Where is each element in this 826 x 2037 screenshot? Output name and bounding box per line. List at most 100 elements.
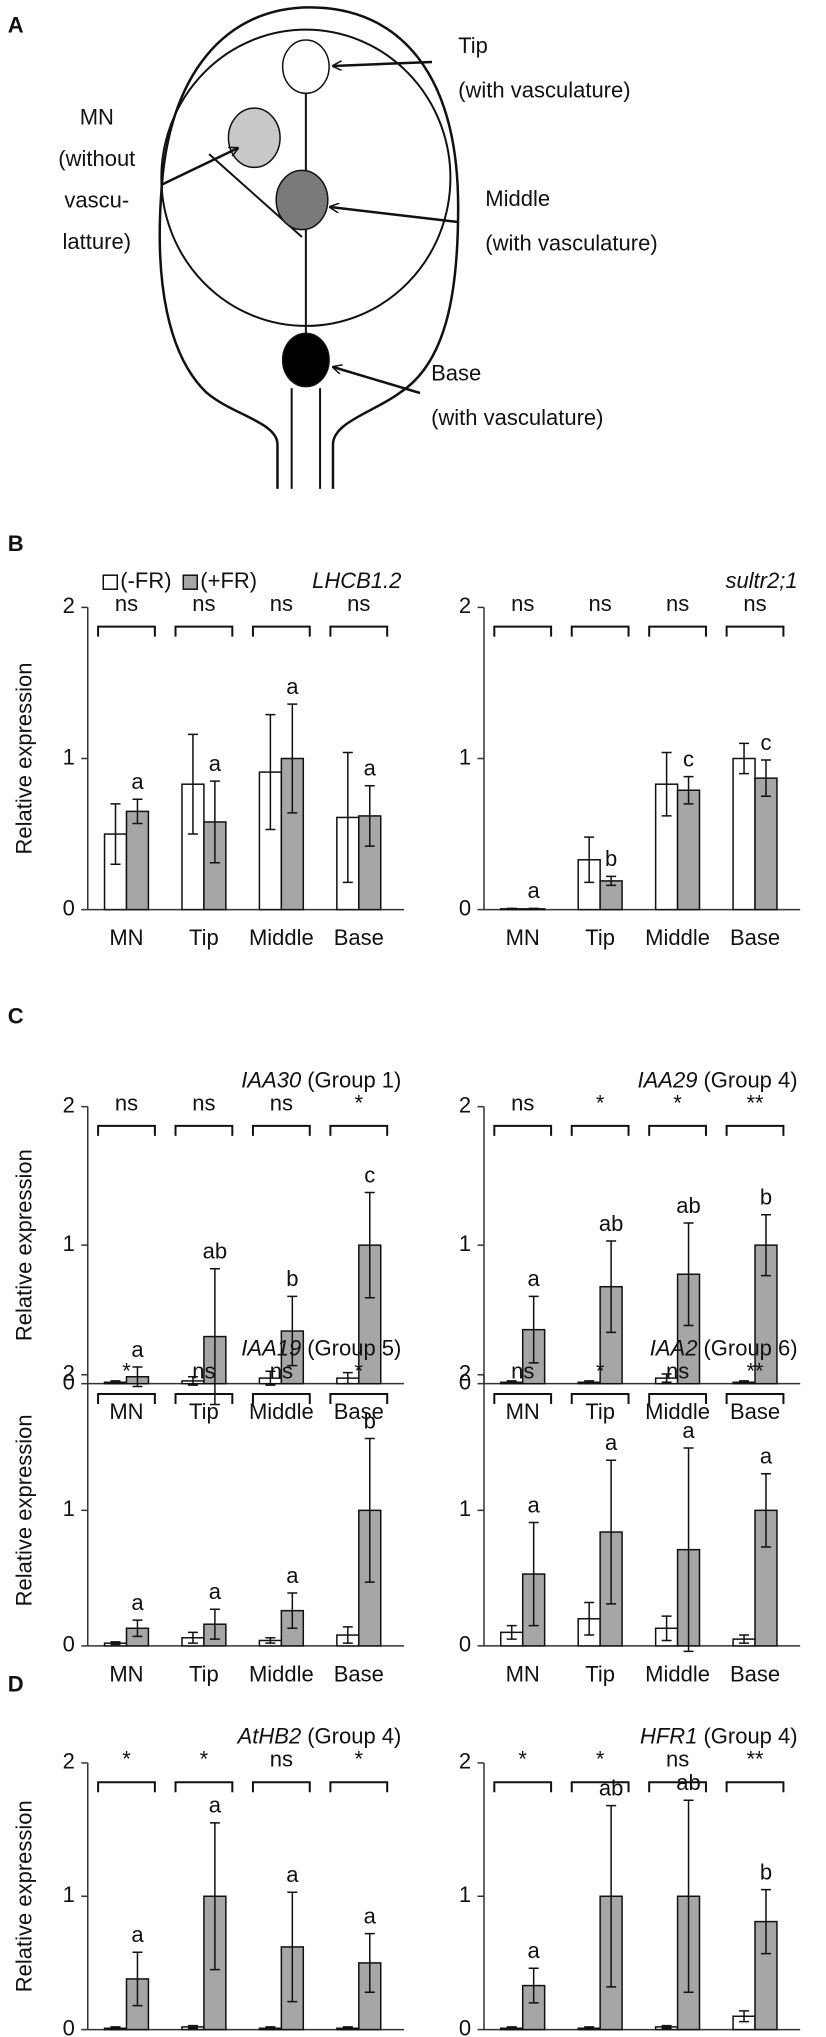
significance-label: * [200,1747,209,1772]
significance-bracket [725,1124,785,1136]
x-tick-label: Base [730,1661,780,1686]
error-bar [606,1240,617,1334]
x-tick-label: Middle [645,925,710,950]
error-bar [528,1967,539,2004]
significance-label: ns [270,1090,293,1115]
significance-label: ns [270,1747,293,1772]
error-bar [739,1634,750,1644]
significance-label: * [596,1747,605,1772]
significance-label: ns [511,1090,534,1115]
bar [754,777,778,911]
y-axis-label: Relative expression [12,1149,37,1341]
significance-bracket [97,1124,156,1136]
error-bar [209,1608,220,1640]
error-bar [584,1380,595,1385]
error-bar [661,1373,672,1384]
x-tick-label: MN [506,1661,540,1686]
significance-label: ns [511,1359,534,1384]
error-bar [606,875,617,887]
gene-name: IAA29 [638,1067,698,1092]
y-axis-label: Relative expression [12,1800,37,1992]
error-bar [683,775,694,805]
x-tick-label: Middle [249,1399,314,1424]
error-bar [287,1891,298,2003]
error-bar [606,1459,617,1605]
error-bar [110,2026,121,2031]
error-bar [506,907,517,911]
significance-label: * [596,1090,605,1115]
diagram-label: Tip [458,33,488,58]
significance-label: ns [511,591,534,616]
y-tick-label: 2 [459,1749,471,1774]
y-tick-label: 2 [459,1361,471,1386]
bar [676,789,701,911]
x-tick-label: MN [109,1661,143,1686]
significance-label: ns [192,1090,215,1115]
bar-chart: 0 1 2 Relative expression IAA30 (Group 1) MN ns… [12,1067,404,1424]
error-bar [584,2026,595,2031]
significance-label: * [596,1359,605,1384]
panel-label: C [8,1004,24,1029]
x-tick-label: MN [506,925,540,950]
error-bar [187,2024,198,2030]
diagram-label: MN [80,104,114,129]
y-tick-label: 1 [63,1882,75,1907]
y-tick-label: 0 [63,1369,75,1394]
error-bar [187,733,198,835]
y-tick-label: 0 [63,1632,75,1657]
chart-title: AtHB2 (Group 4) [236,1724,402,1749]
significance-bracket [570,1393,630,1405]
significance-label: ns [270,591,293,616]
arrow [333,367,421,395]
chart-title: IAA2 (Group 6) [650,1335,798,1360]
y-tick-label: 0 [459,1632,471,1657]
gene-name: IAA2 [650,1335,698,1360]
group-letter: a [286,674,299,699]
error-bar [209,1822,220,1971]
error-bar [683,1799,694,1994]
significance-bracket [570,1781,630,1793]
significance-bracket [329,1124,389,1136]
gene-name: LHCB1.2 [312,568,401,593]
error-bar [287,1592,298,1630]
x-tick-label: Base [730,925,780,950]
significance-bracket [174,1781,234,1793]
group-letter: a [209,751,222,776]
significance-bracket [251,1393,311,1405]
error-bar [187,1376,198,1386]
group-letter: ab [599,1775,623,1800]
error-bar [265,1637,276,1644]
significance-bracket [493,625,553,637]
error-bar [584,836,595,884]
group-name: (Group 6) [703,1335,797,1360]
significance-bracket [493,1781,553,1793]
x-tick-label: Base [730,1399,780,1424]
error-bar [110,1380,121,1385]
chart-title: IAA19 (Group 5) [241,1335,401,1360]
error-bar [342,1626,353,1644]
significance-label: * [122,1359,131,1384]
tip-spot [283,40,329,93]
x-tick-label: Base [334,1661,384,1686]
error-bar [364,1191,375,1299]
error-bar [110,803,121,866]
diagram-label: (without [58,146,135,171]
y-tick-label: 2 [459,593,471,618]
error-bar [739,1380,750,1385]
error-bar [584,1601,595,1636]
diagram-label: vascu- [64,187,129,212]
error-bar [661,751,672,817]
diagram-label: Base [431,361,481,386]
significance-bracket [329,1781,389,1793]
y-tick-label: 0 [459,895,471,920]
significance-bracket [251,1124,311,1136]
significance-label: ns [270,1359,293,1384]
significance-label: ns [347,591,370,616]
significance-label: * [673,1090,682,1115]
significance-bracket [174,625,234,637]
significance-bracket [648,1781,707,1793]
legend-label: (-FR) [120,568,171,593]
